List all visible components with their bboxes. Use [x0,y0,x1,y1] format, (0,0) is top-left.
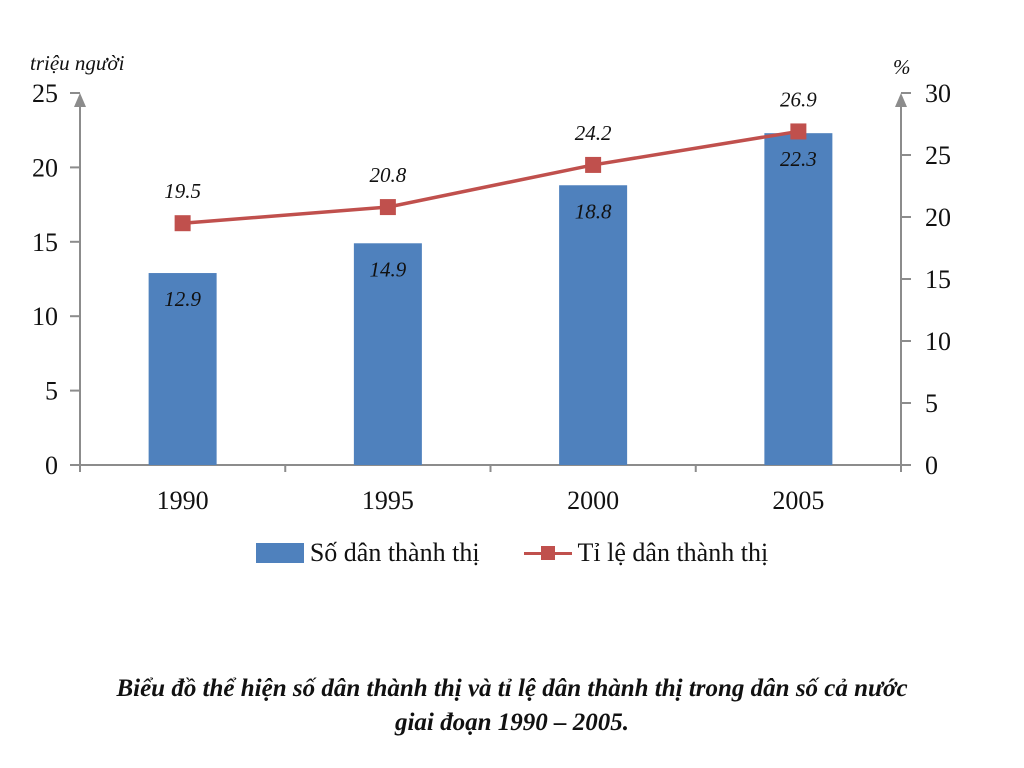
line-data-label: 19.5 [164,179,201,203]
bar-data-label: 18.8 [575,199,612,223]
bar-data-label: 22.3 [780,147,817,171]
line-point-1995 [379,199,396,216]
line-point-1990 [174,215,191,232]
left-tick-label: 0 [45,451,58,480]
line-data-label: 24.2 [575,121,612,145]
line-point-2005 [790,123,807,140]
right-tick-label: 20 [925,203,951,232]
left-tick-label: 20 [32,153,58,182]
x-tick-label: 1990 [157,486,209,515]
bar-2000 [559,185,628,466]
bar-data-label: 12.9 [164,287,201,311]
right-tick-label: 10 [925,327,951,356]
right-tick-label: 5 [925,389,938,418]
right-tick-label: 15 [925,265,951,294]
caption-line-1: Biểu đồ thể hiện số dân thành thị và tỉ … [116,675,908,702]
left-axis-arrow [74,93,86,107]
line-series [182,129,799,225]
bar-data-label: 14.9 [370,257,407,281]
chart-caption: Biểu đồ thể hiện số dân thành thị và tỉ … [0,672,1024,740]
legend-bar-swatch [255,543,304,563]
line-data-label: 20.8 [370,163,407,187]
legend-item-bar: Số dân thành thị [255,538,480,568]
left-tick-label: 10 [32,302,58,331]
right-tick-label: 30 [925,79,951,108]
bar-2005 [764,133,833,465]
legend-line-swatch [523,543,572,563]
caption-line-2: giai đoạn 1990 – 2005. [394,709,630,736]
legend-item-line: Tỉ lệ dân thành thị [523,538,769,568]
left-tick-label: 25 [32,79,58,108]
legend-label-bar: Số dân thành thị [309,538,480,567]
x-tick-label: 2000 [567,486,619,515]
left-tick-label: 5 [45,377,58,406]
right-tick-label: 0 [925,451,938,480]
line-data-label: 26.9 [780,87,817,111]
x-tick-label: 1995 [362,486,414,515]
left-axis-unit: triệu người [30,51,125,75]
legend-label-line: Tỉ lệ dân thành thị [577,538,769,567]
right-tick-label: 25 [925,141,951,170]
bar-1990 [148,273,217,465]
right-axis-arrow [895,93,907,107]
left-tick-label: 15 [32,228,58,257]
right-axis-unit: % [893,55,911,79]
chart-legend: Số dân thành thị Tỉ lệ dân thành thị [0,538,1024,568]
line-point-2000 [585,156,602,173]
bar-1995 [353,243,422,465]
x-tick-label: 2005 [772,486,824,515]
